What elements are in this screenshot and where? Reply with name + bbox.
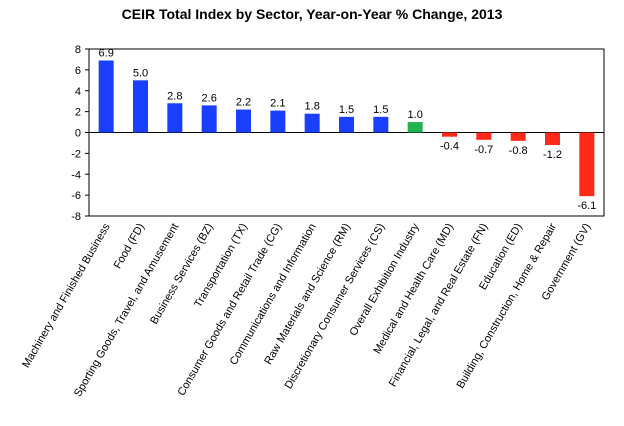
data-label: 2.2	[236, 97, 251, 109]
bar	[167, 103, 183, 133]
bar	[476, 132, 492, 140]
category-label: Food (FD)	[112, 222, 147, 271]
data-label: -6.1	[577, 200, 596, 212]
y-tick-label: -4	[71, 169, 81, 181]
data-label: 6.9	[99, 47, 114, 59]
y-tick-label: 0	[75, 128, 81, 140]
bar	[201, 105, 217, 133]
bar	[236, 109, 251, 133]
data-label: -0.8	[509, 145, 528, 157]
y-tick-label: -8	[71, 211, 81, 223]
bar	[304, 113, 320, 133]
bar	[407, 122, 423, 133]
y-tick-label: 4	[75, 86, 81, 98]
bar	[442, 132, 457, 137]
data-label: -1.2	[543, 149, 562, 161]
category-label: Overall Exhibition Industry	[347, 221, 422, 338]
y-tick-label: 8	[75, 44, 81, 56]
data-label: -0.7	[474, 144, 493, 156]
bar	[98, 60, 114, 133]
y-tick-label: -6	[71, 190, 81, 202]
bar	[133, 80, 148, 133]
data-label: 5.0	[133, 67, 148, 79]
data-label: 2.8	[167, 90, 182, 102]
bar	[510, 132, 526, 141]
data-label: 1.0	[408, 109, 423, 121]
data-label: 1.5	[373, 104, 388, 116]
category-label: Business Services (BZ)	[148, 222, 216, 327]
y-tick-label: -2	[71, 148, 81, 160]
data-label: 1.8	[305, 101, 320, 113]
data-label: 2.6	[202, 92, 217, 104]
data-label: 1.5	[339, 104, 354, 116]
bar	[579, 132, 595, 197]
bar	[270, 110, 286, 133]
bar	[545, 132, 560, 146]
y-tick-label: 2	[75, 107, 81, 119]
data-label: -0.4	[440, 141, 459, 153]
chart-title: CEIR Total Index by Sector, Year-on-Year…	[121, 6, 503, 22]
bar	[339, 116, 354, 133]
data-label: 2.1	[270, 98, 285, 110]
bar	[373, 116, 389, 133]
y-tick-label: 6	[75, 65, 81, 77]
